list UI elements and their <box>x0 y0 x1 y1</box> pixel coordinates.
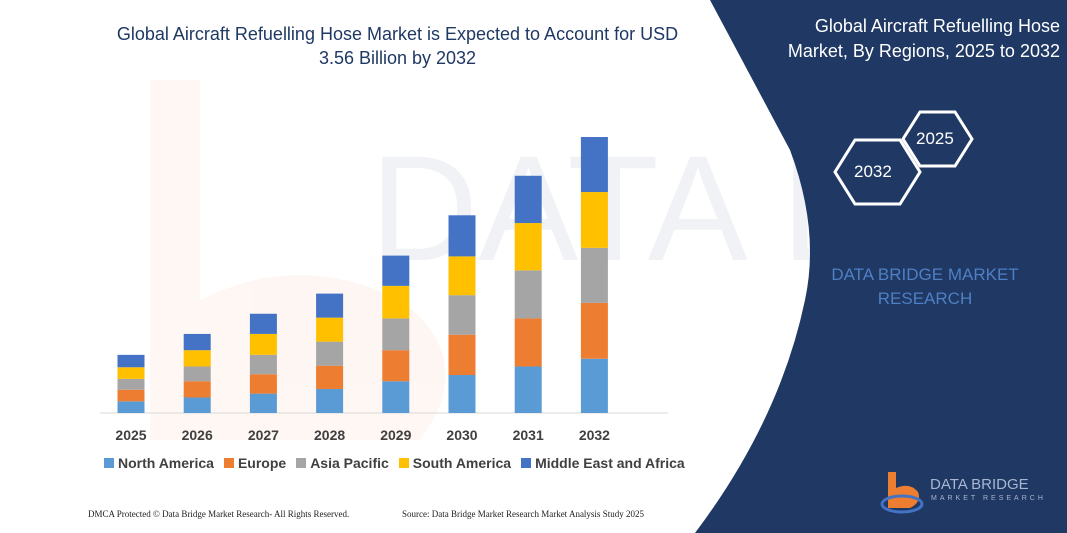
bar-2026-north-america <box>183 397 211 413</box>
bar-2029-north-america <box>382 381 410 413</box>
footer-copyright: DMCA Protected © Data Bridge Market Rese… <box>88 509 350 519</box>
bar-2032-middle-east-and-africa <box>580 137 608 193</box>
x-tick-label: 2026 <box>182 427 213 443</box>
x-tick-label: 2030 <box>446 427 477 443</box>
x-tick-label: 2031 <box>513 427 544 443</box>
bar-2028-middle-east-and-africa <box>316 293 344 318</box>
legend-item: North America <box>104 455 214 471</box>
bar-2030-europe <box>448 334 476 376</box>
legend-label: Asia Pacific <box>310 455 389 471</box>
x-tick-label: 2027 <box>248 427 279 443</box>
x-tick-labels: 2025 2026 2027 2028 2029 2030 2031 2032 <box>115 427 610 443</box>
bar-2031-north-america <box>514 366 542 413</box>
bar-2025-middle-east-and-africa <box>117 354 145 368</box>
x-tick-label: 2025 <box>115 427 146 443</box>
side-title: Global Aircraft Refuelling Hose Market, … <box>787 16 1060 61</box>
bar-2027-middle-east-and-africa <box>249 313 277 334</box>
bar-2027-europe <box>249 374 277 394</box>
brand-text: DATA BRIDGE MARKET RESEARCH <box>831 265 1019 308</box>
legend-swatch <box>104 458 114 468</box>
logo-subtext: MARKET RESEARCH <box>931 495 1046 502</box>
legend-item: South America <box>398 455 512 471</box>
bar-2027-south-america <box>249 333 277 355</box>
bar-2031-europe <box>514 318 542 367</box>
logo-text: DATA BRIDGE <box>930 476 1029 493</box>
legend-label: Europe <box>237 455 287 471</box>
logo-icon <box>880 472 924 514</box>
bar-2032-asia-pacific <box>580 247 608 303</box>
bar-2030-middle-east-and-africa <box>448 215 476 257</box>
legend-label: South America <box>412 455 512 471</box>
bar-2032-south-america <box>580 192 608 248</box>
bar-2028-europe <box>316 365 344 389</box>
legend-label: North America <box>118 455 214 471</box>
legend-item: Asia Pacific <box>296 455 389 471</box>
bar-2030-asia-pacific <box>448 295 476 335</box>
bar-2032-north-america <box>580 358 608 413</box>
legend: North America Europe Asia Pacific South Ame… <box>104 455 685 471</box>
hexagon-2032 <box>833 138 922 206</box>
legend-swatch <box>223 458 234 468</box>
bar-2025-europe <box>117 389 145 402</box>
bar-2026-europe <box>183 381 211 398</box>
bar-2029-middle-east-and-africa <box>382 255 410 286</box>
bar-2029-europe <box>382 350 410 382</box>
legend-swatch <box>296 458 307 468</box>
x-tick-label: 2029 <box>380 427 411 443</box>
bar-2029-asia-pacific <box>382 318 410 351</box>
footer-source: Source: Data Bridge Market Research Mark… <box>402 509 644 519</box>
bar-2031-middle-east-and-africa <box>514 175 542 224</box>
bar-2032-europe <box>580 302 608 359</box>
bar-2027-north-america <box>249 393 277 413</box>
bar-2026-asia-pacific <box>183 366 211 382</box>
bar-2031-asia-pacific <box>514 270 542 319</box>
bar-2028-south-america <box>316 317 344 342</box>
bar-2025-asia-pacific <box>117 378 145 390</box>
bar-2025-north-america <box>117 401 145 413</box>
watermark: DATA BRIDGE <box>150 80 1067 440</box>
hex-label-start: 2025 <box>916 129 954 148</box>
chart-title: Global Aircraft Refuelling Hose Market i… <box>116 24 679 68</box>
bar-2029-south-america <box>382 285 410 319</box>
legend-item: Middle East and Africa <box>521 455 685 471</box>
legend-label: Middle East and Africa <box>535 455 685 471</box>
hexagon-2025 <box>901 110 974 168</box>
bar-2030-north-america <box>448 375 476 413</box>
x-tick-label: 2032 <box>579 427 610 443</box>
bar-2028-north-america <box>316 388 344 413</box>
bar-2027-asia-pacific <box>249 354 277 375</box>
bar-2031-south-america <box>514 223 542 271</box>
legend-swatch <box>521 458 532 468</box>
legend-item: Europe <box>223 455 287 471</box>
bars <box>117 137 608 413</box>
legend-swatch <box>398 458 409 468</box>
bar-2028-asia-pacific <box>316 341 344 366</box>
hex-label-end: 2032 <box>854 162 892 181</box>
x-tick-label: 2028 <box>314 427 345 443</box>
side-panel <box>695 0 1067 533</box>
bar-2026-south-america <box>183 350 211 367</box>
bar-2026-middle-east-and-africa <box>183 333 211 351</box>
svg-text:DATA BRIDGE: DATA BRIDGE <box>370 124 1067 292</box>
bar-2025-south-america <box>117 367 145 379</box>
bar-2030-south-america <box>448 256 476 296</box>
